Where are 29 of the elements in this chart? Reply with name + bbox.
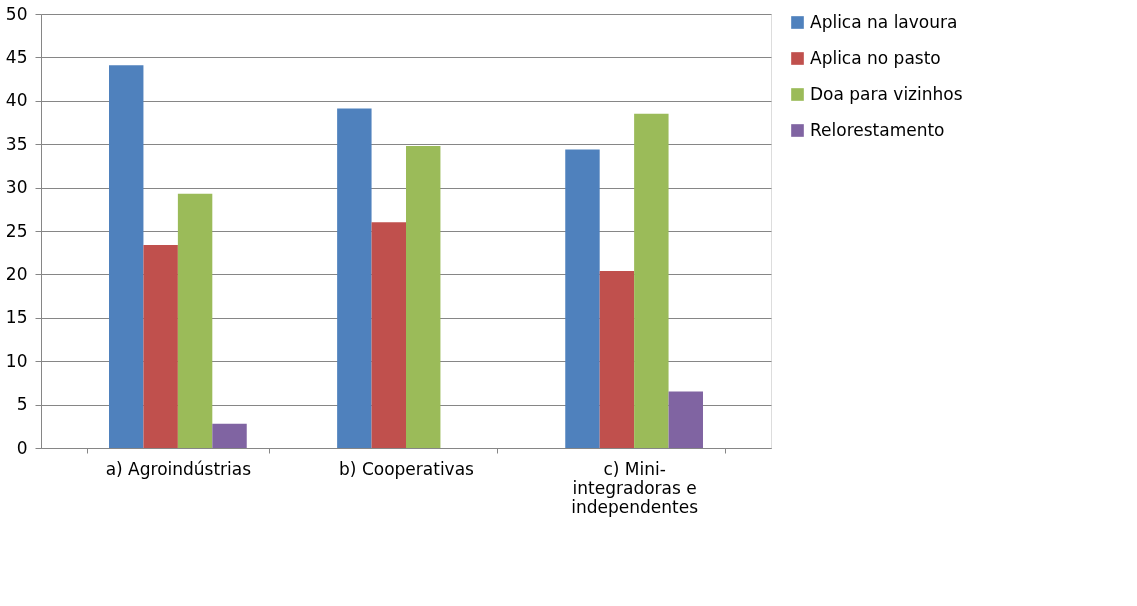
y-tick-label: 30 [5,177,28,198]
y-tick-label: 20 [5,263,28,284]
y-tick-label: 40 [5,90,28,111]
x-tick-label: b) Cooperativas [339,458,475,479]
y-tick-label: 45 [5,46,28,67]
y-tick-label: 15 [5,307,28,328]
bar [634,113,669,448]
y-tick-label: 35 [5,133,28,154]
bar [177,193,213,448]
y-tick-label: 10 [5,350,28,371]
bar [406,145,441,448]
bar [599,270,635,448]
bar [337,108,372,448]
bar [371,222,406,448]
bar [143,244,178,448]
bar [565,149,600,448]
legend-label: Relorestamento [810,119,945,140]
bar [109,65,144,448]
x-tick-label: c) Mini-integradoras e independentes [571,458,699,517]
legend-label: Aplica no pasto [810,47,941,68]
y-tick-label: 0 [16,437,28,458]
x-tick-label: a) Agroindústrias [105,458,252,479]
y-tick-label: 50 [5,3,28,24]
y-tick-label: 5 [16,394,28,415]
legend-label: Aplica na lavoura [810,11,958,32]
bar [212,423,247,448]
legend-label: Doa para vizinhos [810,83,963,104]
bar [668,391,703,448]
y-tick-label: 25 [5,220,28,241]
